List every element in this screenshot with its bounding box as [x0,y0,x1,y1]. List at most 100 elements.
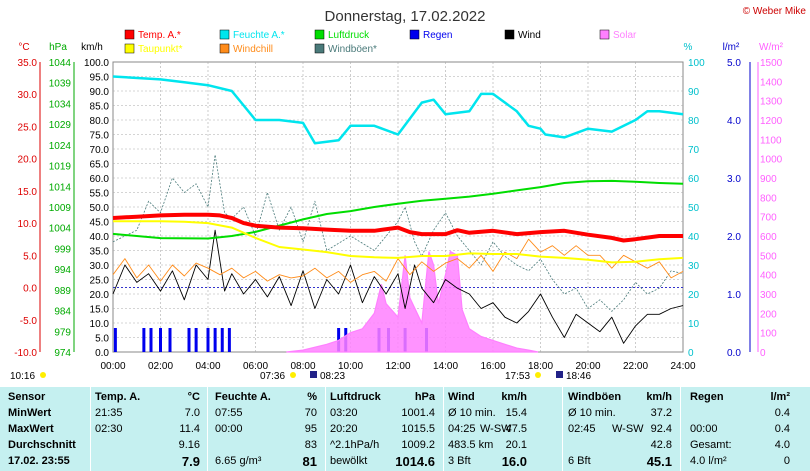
table-cell: W-SW [480,423,512,435]
table-cell: 4.0 [774,439,790,451]
legend-swatch [314,29,325,40]
table-cell: 0.4 [774,423,790,435]
solar-tick-label: 400 [760,271,777,282]
pressure-tick-label: 994 [54,265,71,276]
statistics-table: Sensor Temp. A. °C Feuchte A.% Luftdruck hPa W… [0,387,810,471]
humidity-tick-label: 70 [688,145,700,156]
table-cell: 7.0 [184,407,200,419]
humidity-tick-label: 30 [688,261,700,272]
table-header-cell: Feuchte A. [215,391,271,403]
table-cell: 37.2 [650,407,672,419]
table-divider [562,387,563,471]
chart-axes: -10.0 -5.0 0.0 5.0 10.0 15.0 20.0 25.0 30.0 35.0 9… [14,58,782,359]
table-header-cell: l/m² [770,391,790,403]
rain-tick-label: 4.0 [727,116,741,127]
table-divider [207,387,208,471]
table-row-label: MaxWert [8,423,54,435]
rain-tick-label: 1.0 [727,290,741,301]
solar-tick-label: 1000 [760,155,783,166]
x-tick-label: 22:00 [623,361,648,372]
pressure-axis-unit: hPa [49,42,67,53]
pressure-tick-label: 1039 [49,79,72,90]
table-cell: 70 [304,407,317,419]
table-cell: 0.4 [774,407,790,419]
table-cell: 21:35 [95,407,123,419]
moonrise-icon [310,371,317,378]
x-tick-label: 02:00 [148,361,173,372]
table-cell: 20:20 [330,423,358,435]
rain-bar [194,328,198,352]
table-cell: bewölkt [330,455,368,467]
wind-tick-label: 70.0 [90,145,110,156]
chart-grid [112,61,684,353]
temp-tick-label: 5.0 [23,251,37,262]
pressure-tick-label: 1009 [49,203,72,214]
table-cell: 81 [302,454,317,469]
x-tick-label: 08:00 [290,361,315,372]
table-cell: 02:30 [95,423,123,435]
table-cell: 3 Bft [448,455,471,467]
solar-tick-label: 200 [760,309,777,320]
legend-label: Windböen* [328,44,377,55]
rain-tick-label: 5.0 [727,58,741,69]
rain-bar [149,328,153,352]
table-cell: 83 [304,439,317,451]
wind-tick-label: 80.0 [90,116,110,127]
rain-bar [168,328,172,352]
legend-swatch [599,29,610,40]
x-tick-label: 20:00 [575,361,600,372]
temp-tick-label: 20.0 [18,155,38,166]
solar-tick-label: 900 [760,174,777,185]
wind-tick-label: 50.0 [90,203,110,214]
solar-tick-label: 1500 [760,58,783,69]
rain-bar [159,328,162,352]
sunrise-time: 07:36 [260,371,285,380]
legend-swatch [504,29,515,40]
x-tick-label: 00:00 [100,361,125,372]
table-cell: 1009.2 [401,439,435,451]
legend-swatch [219,29,230,40]
table-cell: 15.4 [505,407,527,419]
pressure-tick-label: 984 [54,307,71,318]
table-header-cell: % [307,391,317,403]
rain-bar [113,328,117,352]
rain-bar [227,328,231,352]
table-row-label: 17.02. 23:55 [8,455,70,467]
wind-tick-label: 25.0 [90,276,110,287]
wind-tick-label: 100.0 [84,58,109,69]
series-wind [112,229,684,344]
table-header-cell: Regen [690,391,724,403]
table-cell: 0 [783,455,790,467]
rain-tick-label: 2.0 [727,232,741,243]
table-cell: 47.5 [505,423,527,435]
table-cell: 20.1 [505,439,527,451]
sunset-time: 17:53 [505,371,530,380]
series-taupunkt [113,220,684,264]
rain-bar [142,328,146,352]
legend-swatch [314,43,325,54]
legend-swatch [409,29,420,40]
table-header-cell: Sensor [8,391,46,403]
series-luftdruck [112,179,684,240]
x-tick-label: 06:00 [243,361,268,372]
pressure-tick-label: 999 [54,244,71,255]
legend-label: Feuchte A.* [233,30,285,41]
table-divider [680,387,681,471]
solar-tick-label: 500 [760,251,777,262]
wind-tick-label: 45.0 [90,218,110,229]
table-header-cell: Windböen [568,391,622,403]
table-cell: 03:20 [330,407,358,419]
pressure-tick-label: 1024 [49,141,72,152]
temp-tick-label: 15.0 [18,187,38,198]
temp-tick-label: -10.0 [14,348,37,359]
table-cell: 04:25 [448,423,476,435]
table-divider [90,387,91,471]
pressure-tick-label: 989 [54,286,71,297]
humidity-tick-label: 100 [688,58,705,69]
solar-tick-label: 1300 [760,97,783,108]
wind-tick-label: 10.0 [90,319,110,330]
table-cell: 92.4 [650,423,672,435]
pressure-tick-label: 979 [54,327,71,338]
table-cell: 1015.5 [401,423,435,435]
humidity-tick-label: 0 [688,348,694,359]
